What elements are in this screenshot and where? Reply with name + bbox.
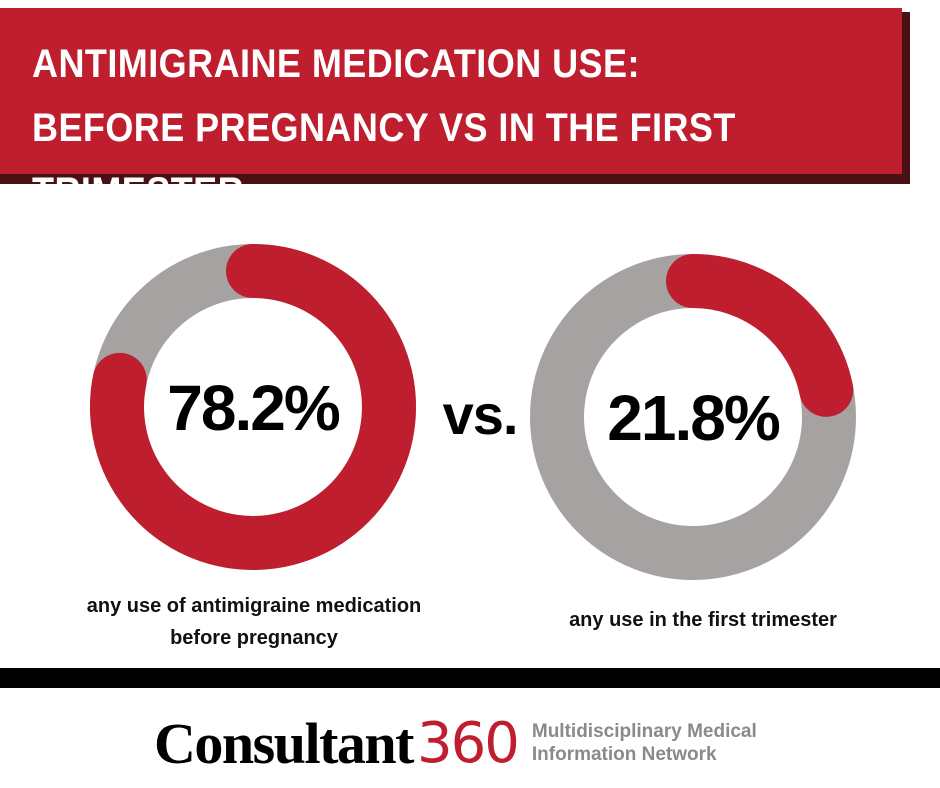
tagline-line: Multidisciplinary Medical <box>531 721 757 742</box>
brand-tagline: Multidisciplinary Medical Information Ne… <box>532 720 757 766</box>
donut-value-arc <box>90 244 416 570</box>
donut-caption-first-trimester: any use in the first trimester <box>498 604 908 636</box>
donut-caption-before-pregnancy: any use of antimigraine medication befor… <box>44 590 464 654</box>
brand-number: 360 <box>416 710 520 776</box>
chart-title: ANTIMIGRAINE MEDICATION USE: BEFORE PREG… <box>32 42 736 214</box>
brand-logo: Consultant 360 Multidisciplinary Medical… <box>154 708 757 778</box>
brand-name: Consultant <box>154 710 414 776</box>
donut-value-arc <box>666 254 854 417</box>
caption-line: before pregnancy <box>170 627 338 649</box>
caption-line: any use of antimigraine medication <box>86 595 422 617</box>
caption-line: any use in the first trimester <box>569 609 837 631</box>
footer-divider <box>0 668 940 688</box>
donut-chart-first-trimester: 21.8% <box>530 254 856 580</box>
tagline-line: Information Network <box>531 744 717 765</box>
title-banner: ANTIMIGRAINE MEDICATION USE: BEFORE PREG… <box>0 8 902 214</box>
donut-value-label: 21.8% <box>607 382 780 454</box>
donut-chart-before-pregnancy: 78.2% <box>90 244 416 570</box>
donut-value-label: 78.2% <box>167 372 340 444</box>
versus-label: vs. <box>442 383 519 446</box>
